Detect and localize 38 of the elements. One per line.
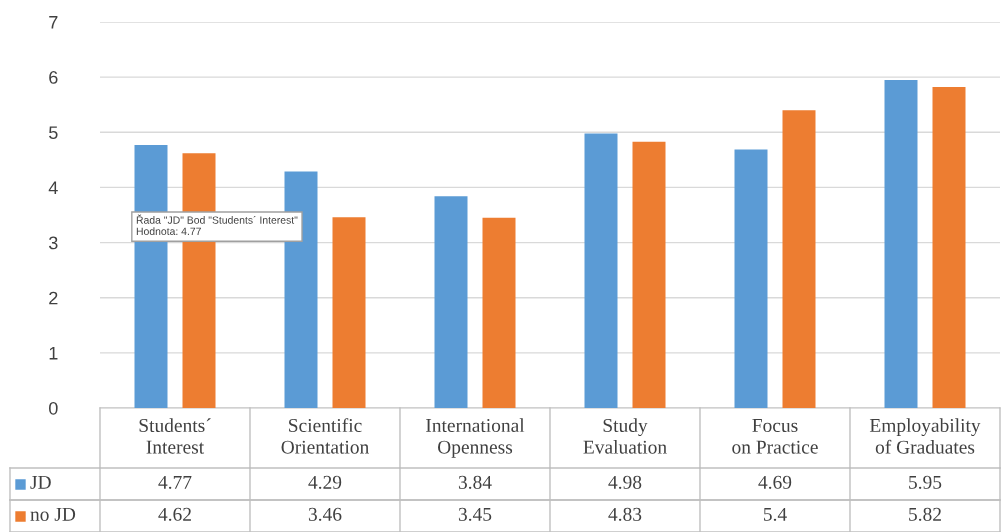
bar [434,196,468,408]
data-label: 5.4 [763,507,787,521]
data-label: 4.77 [158,475,192,489]
bar [782,110,816,408]
x-tick-label: Employability of Graduates [869,418,981,454]
bar [932,87,966,408]
y-tick-label: 2 [49,291,58,305]
y-tick-label: 0 [49,401,58,415]
x-tick-label: Students´ Interest [139,418,211,454]
legend-label: no JD [30,507,76,521]
bar [482,217,516,408]
x-tick-label: Focus on Practice [732,419,818,454]
data-label: 5.95 [909,475,942,489]
data-label: 4.62 [158,507,191,521]
data-label: 4.29 [308,475,342,489]
data-label: 5.82 [909,507,941,521]
x-tick-label: International Openness [426,418,525,458]
data-label: 4.83 [608,507,642,521]
y-tick-label: 1 [49,346,58,360]
y-tick-label: 7 [49,16,58,29]
y-tick-label: 5 [49,126,58,140]
data-label: 3.46 [308,507,342,521]
bar [734,149,768,408]
x-tick-label: Scientific Orientation [281,418,369,454]
data-label: 3.84 [458,475,492,489]
data-label: 4.69 [758,475,792,489]
data-label: 4.98 [608,475,642,489]
y-tick-label: 6 [49,71,58,84]
y-tick-label: 4 [48,181,58,194]
bar [884,79,918,408]
bar [632,141,666,408]
legend-label: JD [30,475,51,489]
annotation: Řada "JD" Bod "Students´ Interest" Hodnota: 4.77 [136,214,298,235]
x-tick-label: Study Evaluation [583,418,667,454]
y-tick-label: 3 [48,236,58,250]
bar [332,217,366,408]
data-label: 3.45 [458,507,492,521]
bar [584,133,618,408]
